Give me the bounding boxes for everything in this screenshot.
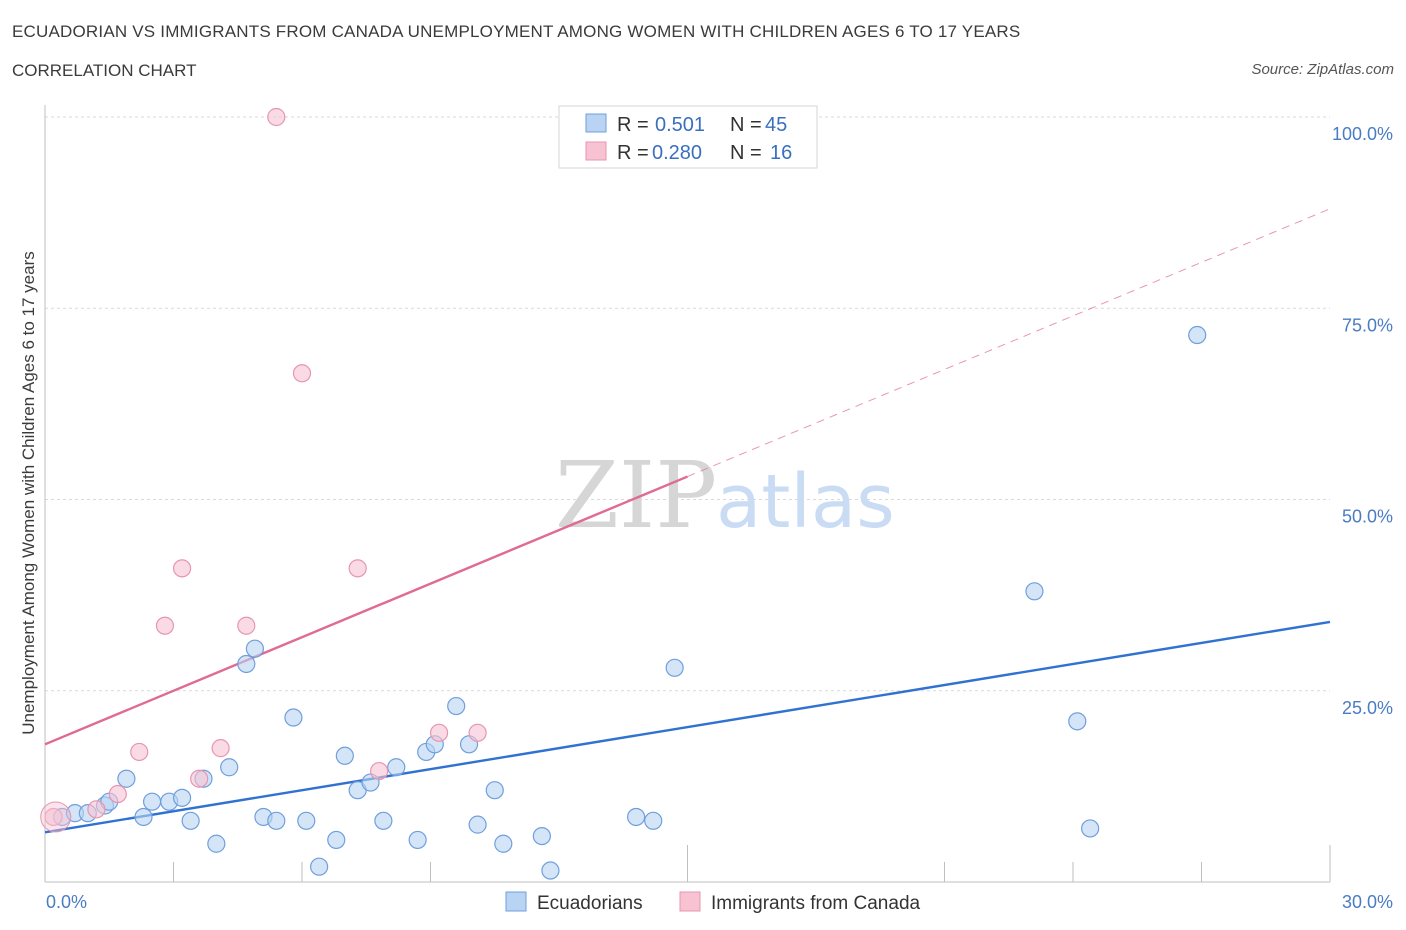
x-tick-label-1: 30.0% [1342,892,1393,912]
point-ecuadorians-36 [541,861,560,880]
point-ecuadorians-33 [485,781,504,800]
point-ecuadorians-27 [408,830,427,850]
y-tick-label-2: 75.0% [1342,315,1393,335]
point-ecuadorians-12 [207,834,226,853]
y-tick-label-3: 100.0% [1332,124,1393,144]
point-ecuadorians-7 [142,792,162,811]
point-ecuadorians-42 [1081,819,1100,838]
point-ecuadorians-40 [1025,582,1044,601]
series-legend-swatch-ecuadorians [505,891,527,912]
legend-r-value-1: 0.280 [652,142,702,164]
point-ecuadorians-41 [1068,712,1087,731]
legend-n-value-1: 16 [770,142,792,164]
x-tick-label-0: 0.0% [46,892,87,912]
point-ecuadorians-35 [532,826,551,846]
point-ecuadorians-15 [245,639,264,658]
point-ecuadorians-21 [327,830,346,850]
y-tick-labels: 25.0% 50.0% 75.0% 100.0% [1332,124,1393,718]
point-ecuadorians-14 [237,654,256,674]
point-canada-10 [292,364,312,383]
point-canada-13 [429,723,449,742]
point-canada-4 [155,616,175,635]
point-canada-7 [211,739,230,758]
point-ecuadorians-5 [117,769,136,788]
point-ecuadorians-43 [1188,325,1207,345]
legend-n-value-0: 45 [765,114,787,136]
point-canada-2 [108,784,127,804]
legend-r-value-0: 0.501 [655,114,705,136]
point-canada-11 [348,559,367,578]
source-label: Source: ZipAtlas.com [1251,61,1394,78]
grid-lines [45,116,1330,692]
point-canada-5 [172,559,192,578]
point-ecuadorians-30 [447,696,466,716]
watermark-zip: ZIP [555,442,717,549]
point-canada-0 [44,807,63,827]
stats-legend: R = 0.501 N = 45 R = 0.280 N = 16 [558,105,818,169]
y-axis-label: Unemployment Among Women with Children A… [19,251,38,735]
point-ecuadorians-6 [134,807,153,827]
legend-swatch-ecuadorians [585,113,607,133]
point-ecuadorians-9 [172,788,192,807]
trend-line-canada-extension [687,208,1331,478]
axes [44,105,1331,883]
point-ecuadorians-37 [626,807,646,827]
point-ecuadorians-10 [181,811,200,830]
x-tick-labels: 0.0% 30.0% [46,892,1393,912]
series-legend-canada: Immigrants from Canada [711,893,921,914]
point-canada-9 [267,107,286,127]
point-ecuadorians-13 [220,758,239,777]
point-ecuadorians-26 [387,758,406,777]
point-canada-12 [370,761,389,781]
legend-n-label-1: N = [730,142,762,164]
point-ecuadorians-39 [665,658,684,677]
legend-swatch-canada [585,141,607,161]
point-cluster-origin [40,801,72,833]
series-legend-swatch-canada [679,891,701,912]
point-ecuadorians-34 [494,834,513,853]
point-ecuadorians-19 [297,811,316,830]
trend-lines [44,208,1331,834]
series-legend: Ecuadorians Immigrants from Canada [505,891,921,914]
point-canada-1 [87,800,106,819]
point-ecuadorians-20 [310,857,329,876]
point-canada-8 [237,616,256,635]
trend-line-canada [44,475,688,746]
point-ecuadorians-25 [374,811,393,830]
point-canada-14 [468,723,487,742]
data-points [40,107,1207,880]
legend-r-label-1: R = [617,142,649,164]
watermark-atlas: atlas [716,459,895,545]
point-canada-6 [190,769,209,788]
trend-line-ecuadorians [44,620,1331,834]
point-ecuadorians-38 [644,811,663,830]
chart-title: ECUADORIAN VS IMMIGRANTS FROM CANADA UNE… [12,22,1021,41]
legend-r-label-0: R = [617,114,649,136]
point-ecuadorians-22 [335,746,354,765]
point-ecuadorians-18 [284,708,303,727]
point-ecuadorians-32 [468,815,487,834]
point-canada-3 [130,742,149,762]
y-tick-label-1: 50.0% [1342,507,1393,527]
series-legend-ecuadorians: Ecuadorians [537,893,643,914]
legend-n-label-0: N = [730,114,762,136]
chart-subtitle: CORRELATION CHART [12,61,197,80]
point-ecuadorians-17 [267,811,286,830]
y-tick-label-0: 25.0% [1342,698,1393,718]
